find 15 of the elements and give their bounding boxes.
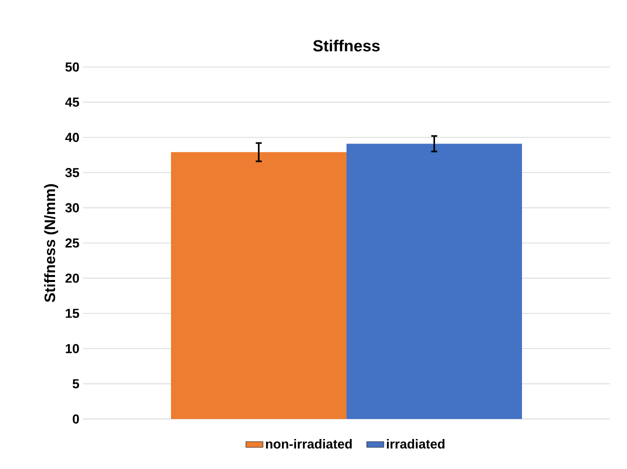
y-tick-label: 5 bbox=[72, 379, 80, 388]
legend-label: non-irradiated bbox=[266, 439, 352, 449]
y-tick-label: 35 bbox=[65, 168, 80, 178]
y-tick-label: 15 bbox=[66, 308, 80, 318]
y-tick-label: 20 bbox=[65, 274, 79, 283]
y-tick-label: 40 bbox=[65, 132, 79, 142]
chart-title: Stiffness bbox=[313, 40, 380, 52]
y-tick-label: 10 bbox=[66, 344, 79, 354]
y-tick-label: 50 bbox=[65, 62, 79, 72]
y-tick-label: 45 bbox=[65, 98, 80, 107]
legend-label: irradiated bbox=[386, 439, 444, 449]
y-tick-label: 25 bbox=[65, 238, 80, 248]
y-tick-label: 30 bbox=[65, 203, 79, 212]
y-tick-label: 0 bbox=[72, 414, 79, 424]
y-axis-title: Stiffness (N/mm) bbox=[44, 184, 58, 302]
